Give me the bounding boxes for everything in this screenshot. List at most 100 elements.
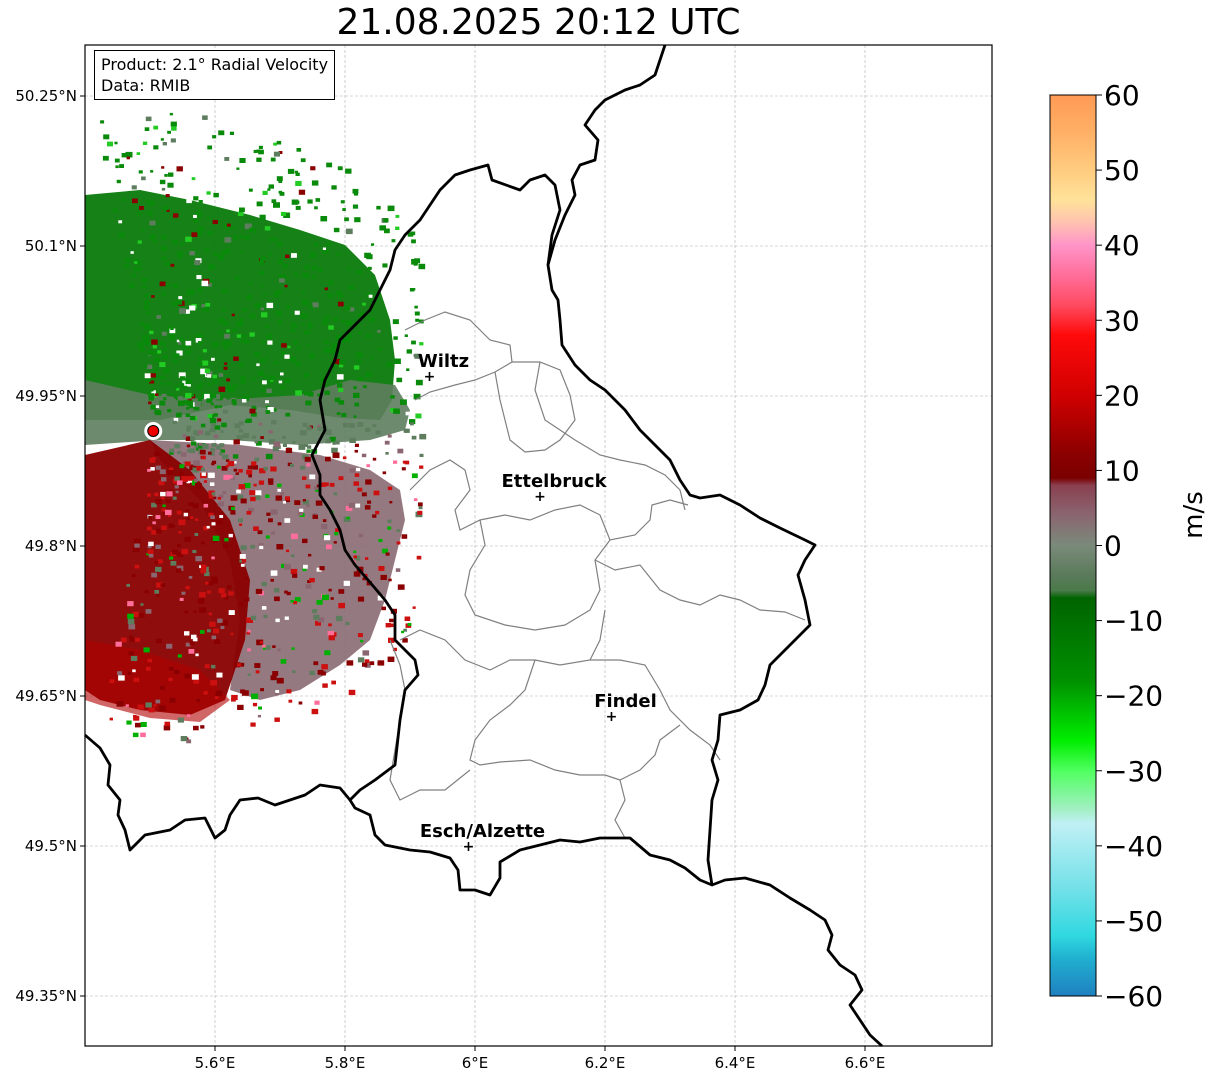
canton-line-findel [469, 659, 621, 781]
echo-pixel [210, 264, 215, 268]
echo-pixel [181, 591, 186, 595]
echo-pixel [250, 722, 256, 727]
echo-pixel [153, 704, 157, 707]
echo-pixel [216, 445, 222, 450]
echo-pixel [228, 533, 233, 538]
echo-pixel [335, 528, 340, 532]
echo-pixel [128, 651, 134, 656]
echo-pixel [140, 732, 146, 738]
echo-pixel [120, 637, 127, 643]
echo-pixel [265, 494, 270, 498]
echo-pixel [130, 251, 134, 254]
echo-pixel [191, 674, 199, 680]
echo-pixel [118, 232, 125, 238]
echo-pixel [404, 222, 409, 227]
echo-pixel [134, 538, 141, 544]
echo-pixel [154, 451, 161, 457]
echo-pixel [247, 648, 251, 652]
echo-pixel [268, 430, 273, 434]
echo-pixel [255, 441, 262, 446]
echo-pixel [354, 443, 359, 447]
colorbar-tick-label: 20 [1104, 379, 1140, 412]
echo-pixel [194, 478, 199, 482]
echo-pixel [371, 243, 375, 246]
echo-pixel [254, 495, 261, 500]
echo-pixel [280, 211, 286, 216]
echo-pixel [331, 343, 338, 349]
echo-pixel [213, 192, 219, 198]
echo-pixel [254, 303, 261, 308]
echo-pixel [210, 402, 214, 406]
echo-pixel [364, 663, 371, 668]
echo-pixel [339, 360, 345, 365]
echo-pixel [324, 429, 332, 435]
echo-pixel [239, 662, 245, 667]
echo-pixel [195, 518, 199, 521]
echo-pixel [383, 218, 389, 223]
echo-pixel [303, 564, 308, 569]
echo-pixel [159, 685, 165, 690]
echo-pixel [171, 239, 178, 245]
echo-pixel [236, 334, 242, 338]
echo-pixel [232, 454, 239, 459]
echo-pixel [129, 635, 134, 639]
echo-pixel [263, 375, 268, 379]
echo-pixel [348, 502, 356, 508]
echo-pixel [147, 658, 152, 663]
echo-pixel [358, 533, 364, 538]
echo-pixel [184, 673, 191, 679]
echo-pixel [239, 523, 243, 526]
echo-pixel [203, 526, 209, 531]
echo-pixel [137, 704, 144, 710]
echo-pixel [241, 690, 249, 696]
echo-pixel [198, 200, 203, 204]
echo-pixel [349, 437, 356, 443]
echo-pixel [179, 308, 186, 314]
echo-pixel [145, 609, 152, 614]
echo-pixel [218, 373, 224, 377]
echo-pixel [308, 353, 315, 359]
echo-pixel [218, 130, 225, 136]
echo-pixel [280, 492, 285, 496]
echo-pixel [291, 199, 299, 205]
lat-tick-label: 50.1°N [25, 237, 77, 255]
echo-pixel [177, 396, 183, 401]
echo-pixel [219, 443, 225, 448]
echo-pixel [277, 483, 282, 488]
echo-pixel [319, 566, 325, 571]
echo-pixel [388, 637, 395, 643]
echo-pixel [138, 612, 145, 618]
echo-pixel [404, 460, 410, 465]
echo-pixel [290, 554, 295, 558]
canton-line-remich [619, 724, 681, 781]
echo-pixel [285, 412, 291, 417]
echo-pixel [202, 115, 208, 120]
echo-pixel [155, 393, 159, 396]
echo-pixel [131, 185, 137, 190]
echo-pixel [131, 273, 136, 277]
echo-pixel [186, 400, 193, 406]
echo-pixel [212, 135, 217, 139]
echo-pixel [285, 254, 290, 259]
echo-dark-red [85, 440, 250, 715]
echo-pixel [160, 583, 166, 587]
echo-pixel [200, 423, 206, 428]
colorbar-tick-label: 10 [1104, 454, 1140, 487]
echo-pixel [336, 412, 341, 415]
echo-pixel [201, 304, 206, 308]
echo-pixel [213, 496, 217, 500]
echo-pixel [341, 319, 345, 323]
echo-pixel [277, 259, 284, 264]
echo-pixel [212, 219, 218, 225]
echo-pixel [155, 405, 160, 408]
echo-pixel [174, 669, 180, 675]
echo-pixel [321, 664, 328, 670]
echo-pixel [140, 722, 147, 727]
colorbar-tick-label: 40 [1104, 229, 1140, 262]
echo-pixel [238, 234, 244, 239]
echo-pixel [402, 638, 408, 643]
echo-pixel [302, 499, 306, 502]
echo-pixel [353, 386, 357, 390]
echo-pixel [256, 201, 263, 207]
echo-pixel [223, 543, 229, 549]
